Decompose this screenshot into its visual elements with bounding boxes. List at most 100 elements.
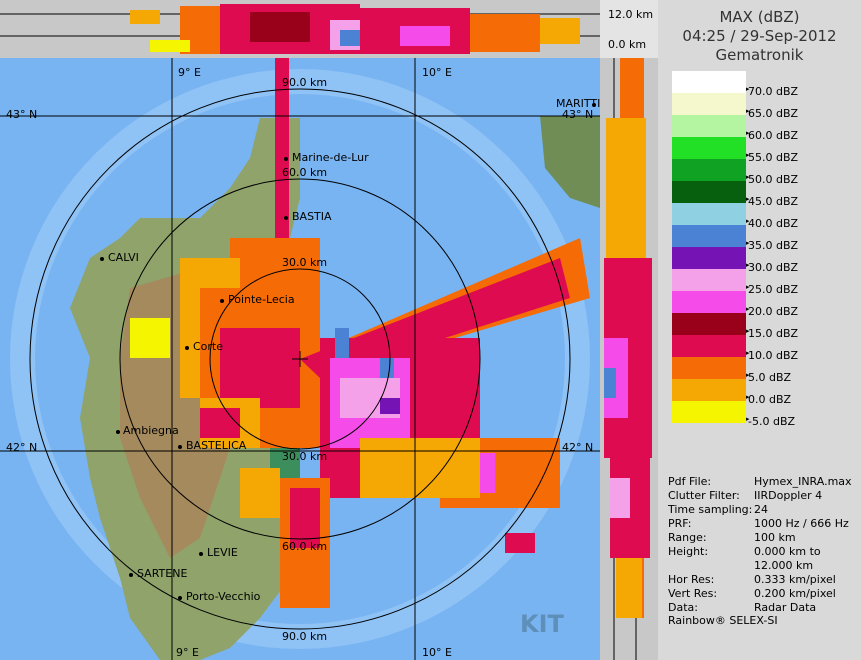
top-cross-section (0, 0, 600, 58)
radar-site-cross (292, 351, 308, 367)
lat-label-43n-left: 43° N (6, 108, 38, 121)
legend-label: 25.0 dBZ (748, 283, 799, 296)
lat-label-42n-left: 42° N (6, 441, 38, 454)
city-sartene: SARTENE (137, 567, 188, 580)
city-bastelica: BASTELICA (186, 439, 247, 452)
legend-tick-icon: ▸ (746, 239, 750, 247)
city-calvi: CALVI (108, 251, 139, 264)
city-marittima: MARITTIMA (556, 97, 600, 110)
kit-logo: KIT (520, 610, 564, 638)
info-key: Clutter Filter: (668, 489, 740, 502)
legend-label: 70.0 dBZ (748, 85, 799, 98)
legend-swatch (672, 93, 746, 115)
info-key: Time sampling: (668, 503, 753, 516)
legend-swatch (672, 137, 746, 159)
italy-coast (540, 116, 600, 208)
legend-swatch (672, 335, 746, 357)
city-ambiegna: Ambiegna (123, 424, 179, 437)
footer-brand: Rainbow® SELEX-SI (668, 614, 778, 627)
info-value: IIRDoppler 4 (754, 489, 823, 502)
lon-label-10e-bottom: 10° E (422, 646, 452, 659)
legend-label: 40.0 dBZ (748, 217, 799, 230)
legend-label: 45.0 dBZ (748, 195, 799, 208)
lon-label-9e-bottom: 9° E (176, 646, 199, 659)
info-key: Pdf File: (668, 475, 712, 488)
info-value: Radar Data (754, 601, 817, 614)
legend-swatch (672, 181, 746, 203)
radar-echoes (130, 58, 590, 608)
info-value: 12.000 km (754, 559, 814, 572)
lat-label-42n-right: 42° N (562, 441, 594, 454)
city-marine-de-lur: Marine-de-Lur (292, 151, 369, 164)
legend-label: 55.0 dBZ (748, 151, 799, 164)
legend-label: 15.0 dBZ (748, 327, 799, 340)
radar-source: Gematronik (715, 46, 804, 64)
top-cross-section-graphic (0, 4, 600, 54)
info-key: Hor Res: (668, 573, 715, 586)
legend-tick-icon: ▸ (746, 85, 750, 93)
legend-swatch (672, 71, 746, 93)
info-key: Vert Res: (668, 587, 718, 600)
legend-tick-icon: ▸ (746, 195, 750, 203)
product-datetime: 04:25 / 29-Sep-2012 (682, 27, 837, 45)
legend-label: 20.0 dBZ (748, 305, 799, 318)
city-markers (100, 103, 596, 600)
range-label-90-top: 90.0 km (282, 76, 328, 89)
info-key: Data: (668, 601, 698, 614)
lon-label-9e-top: 9° E (178, 66, 201, 79)
info-value: Hymex_INRA.max (754, 475, 852, 488)
range-rings (29, 88, 571, 630)
legend-label: 65.0 dBZ (748, 107, 799, 120)
legend-tick-icon: ▸ (746, 415, 750, 423)
lon-label-10e-top: 10° E (422, 66, 452, 79)
range-label-90-bottom: 90.0 km (282, 630, 328, 643)
legend-swatch (672, 357, 746, 379)
legend-label: 35.0 dBZ (748, 239, 799, 252)
legend-swatch (672, 379, 746, 401)
legend-label: 50.0 dBZ (748, 173, 799, 186)
city-bastia: BASTIA (292, 210, 332, 223)
legend-tick-icon: ▸ (746, 305, 750, 313)
legend-tick-icon: ▸ (746, 327, 750, 335)
range-label-60-bottom: 60.0 km (282, 540, 328, 553)
info-value: 0.200 km/pixel (754, 587, 836, 600)
side-cross-section (600, 58, 658, 660)
legend-tick-icon: ▸ (746, 283, 750, 291)
radar-map[interactable]: 9° E 10° E 9° E 10° E 43° N 43° N 42° N … (0, 58, 600, 660)
legend-tick-icon: ▸ (746, 393, 750, 401)
legend-tick-icon: ▸ (746, 173, 750, 181)
range-label-30-top: 30.0 km (282, 256, 328, 269)
legend-swatch (672, 225, 746, 247)
legend-label: 0.0 dBZ (748, 393, 792, 406)
legend-swatch (672, 203, 746, 225)
city-corte: Corte (193, 340, 224, 353)
legend-tick-icon: ▸ (746, 349, 750, 357)
info-value: 0.000 km to (754, 545, 821, 558)
top-height-scale: 12.0 km 0.0 km (600, 0, 658, 58)
legend-swatch (672, 313, 746, 335)
info-panel: MAX (dBZ) 04:25 / 29-Sep-2012 Gematronik… (658, 0, 861, 660)
legend-label: 60.0 dBZ (748, 129, 799, 142)
info-value: 100 km (754, 531, 796, 544)
legend-tick-icon: ▸ (746, 151, 750, 159)
legend-swatch (672, 291, 746, 313)
legend-label: -5.0 dBZ (748, 415, 796, 428)
legend-swatch (672, 247, 746, 269)
legend-tick-icon: ▸ (746, 129, 750, 137)
radar-map-graphic[interactable] (0, 58, 600, 660)
city-porto-vecchio: Porto-Vecchio (186, 590, 261, 603)
legend-label: 30.0 dBZ (748, 261, 799, 274)
top-echo-band (130, 4, 580, 54)
range-label-30-bottom: 30.0 km (282, 450, 328, 463)
info-key: Range: (668, 531, 707, 544)
range-label-60-top: 60.0 km (282, 166, 328, 179)
legend-swatch (672, 115, 746, 137)
info-value: 0.333 km/pixel (754, 573, 836, 586)
lat-lon-grid (0, 58, 600, 660)
lat-label-43n-right: 43° N (562, 108, 594, 121)
side-echo-band (604, 58, 652, 618)
info-key: Height: (668, 545, 709, 558)
legend-swatch (672, 269, 746, 291)
info-value: 1000 Hz / 666 Hz (754, 517, 849, 530)
city-levie: LEVIE (207, 546, 238, 559)
